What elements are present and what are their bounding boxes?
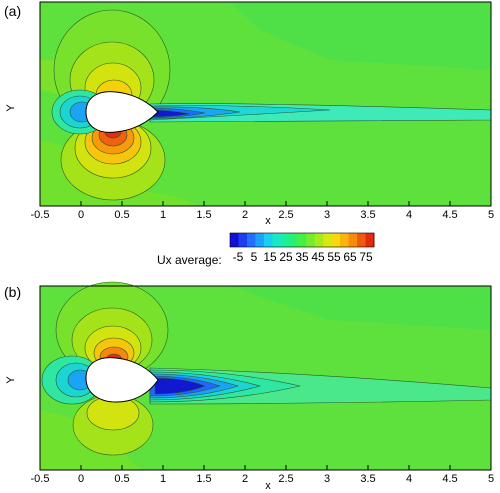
colorbar-swatch <box>357 233 367 247</box>
panel-b-contour-band <box>40 286 491 330</box>
panel-a-contour-band <box>40 2 491 70</box>
x-tick-label: 3.5 <box>360 209 375 221</box>
colorbar-swatch <box>365 233 375 247</box>
panel-b-lower-lobe <box>72 394 154 456</box>
x-tick-label: 4.5 <box>442 209 457 221</box>
colorbar-tick-label: 15 <box>263 250 277 264</box>
x-tick-label: 2 <box>242 209 248 221</box>
x-tick-label: 1 <box>160 473 166 485</box>
colorbar-tick-label: 65 <box>343 250 357 264</box>
panel-b-xlabel: x <box>265 480 271 492</box>
colorbar-swatch <box>331 233 341 247</box>
colorbar-swatch <box>348 233 358 247</box>
x-tick-label: 1.5 <box>196 473 211 485</box>
x-tick-label: 5 <box>488 209 494 221</box>
colorbar-swatch <box>230 233 239 247</box>
panel-b-cylinder-body <box>85 357 159 403</box>
x-tick-label: 3 <box>324 209 330 221</box>
x-tick-label: 0.5 <box>114 209 129 221</box>
panel-b <box>39 281 492 471</box>
x-tick-label: 4 <box>406 209 412 221</box>
panel-a-cylinder-body <box>85 91 159 133</box>
colorbar-swatch <box>272 233 282 247</box>
colorbar-swatch <box>314 233 324 247</box>
colorbar-frame <box>229 232 375 248</box>
colorbar-swatch <box>340 233 350 247</box>
x-tick-label: 3 <box>324 473 330 485</box>
x-tick-label: 5 <box>488 473 494 485</box>
colorbar: -5 5 15 25 35 45 55 65 75 <box>229 232 375 264</box>
panel-b-stagnation <box>41 355 103 405</box>
x-tick-label: 2 <box>242 473 248 485</box>
colorbar-swatch <box>323 233 333 247</box>
panel-a <box>39 1 492 207</box>
panel-b-frame <box>39 285 492 471</box>
panel-a-label: (a) <box>4 3 22 19</box>
panel-b-ylabel: Y <box>5 376 17 384</box>
colorbar-swatch <box>255 233 265 247</box>
panel-b-x-axis: -0.5 0 0.5 1 1.5 2 2.5 3 3.5 4 4.5 5 <box>31 465 494 485</box>
colorbar-swatch <box>280 233 290 247</box>
colorbar-tick-label: -5 <box>233 250 244 264</box>
colorbar-swatch <box>246 233 256 247</box>
colorbar-tick-label: 75 <box>359 250 373 264</box>
colorbar-swatch <box>289 233 299 247</box>
colorbar-tick-label: 55 <box>327 250 341 264</box>
colorbar-tick-label: 5 <box>251 250 258 264</box>
x-tick-label: 0.5 <box>114 473 129 485</box>
panel-b-wake <box>149 367 492 405</box>
colorbar-swatch <box>263 233 273 247</box>
colorbar-swatch <box>238 233 248 247</box>
panel-b-label: (b) <box>4 284 22 300</box>
x-tick-label: 2.5 <box>278 473 293 485</box>
panel-a-frame <box>39 1 492 207</box>
x-tick-label: 4.5 <box>442 473 457 485</box>
panel-a-ylabel: Y <box>5 104 17 112</box>
x-tick-label: 0 <box>78 209 84 221</box>
panel-a-x-axis: -0.5 0 0.5 1 1.5 2 2.5 3 3.5 4 4.5 5 <box>31 201 494 221</box>
x-tick-label: -0.5 <box>31 209 50 221</box>
colorbar-swatch <box>306 233 316 247</box>
x-tick-label: 1 <box>160 209 166 221</box>
panel-a-xlabel: x <box>265 215 271 227</box>
colorbar-swatch <box>297 233 307 247</box>
x-tick-label: -0.5 <box>31 473 50 485</box>
colorbar-tick-label: 35 <box>295 250 309 264</box>
colorbar-tick-label: 45 <box>311 250 325 264</box>
colorbar-tick-label: 25 <box>279 250 293 264</box>
x-tick-label: 3.5 <box>360 473 375 485</box>
x-tick-label: 2.5 <box>278 209 293 221</box>
x-tick-label: 0 <box>78 473 84 485</box>
x-tick-label: 1.5 <box>196 209 211 221</box>
x-tick-label: 4 <box>406 473 412 485</box>
colorbar-title: Ux average: <box>157 253 222 267</box>
